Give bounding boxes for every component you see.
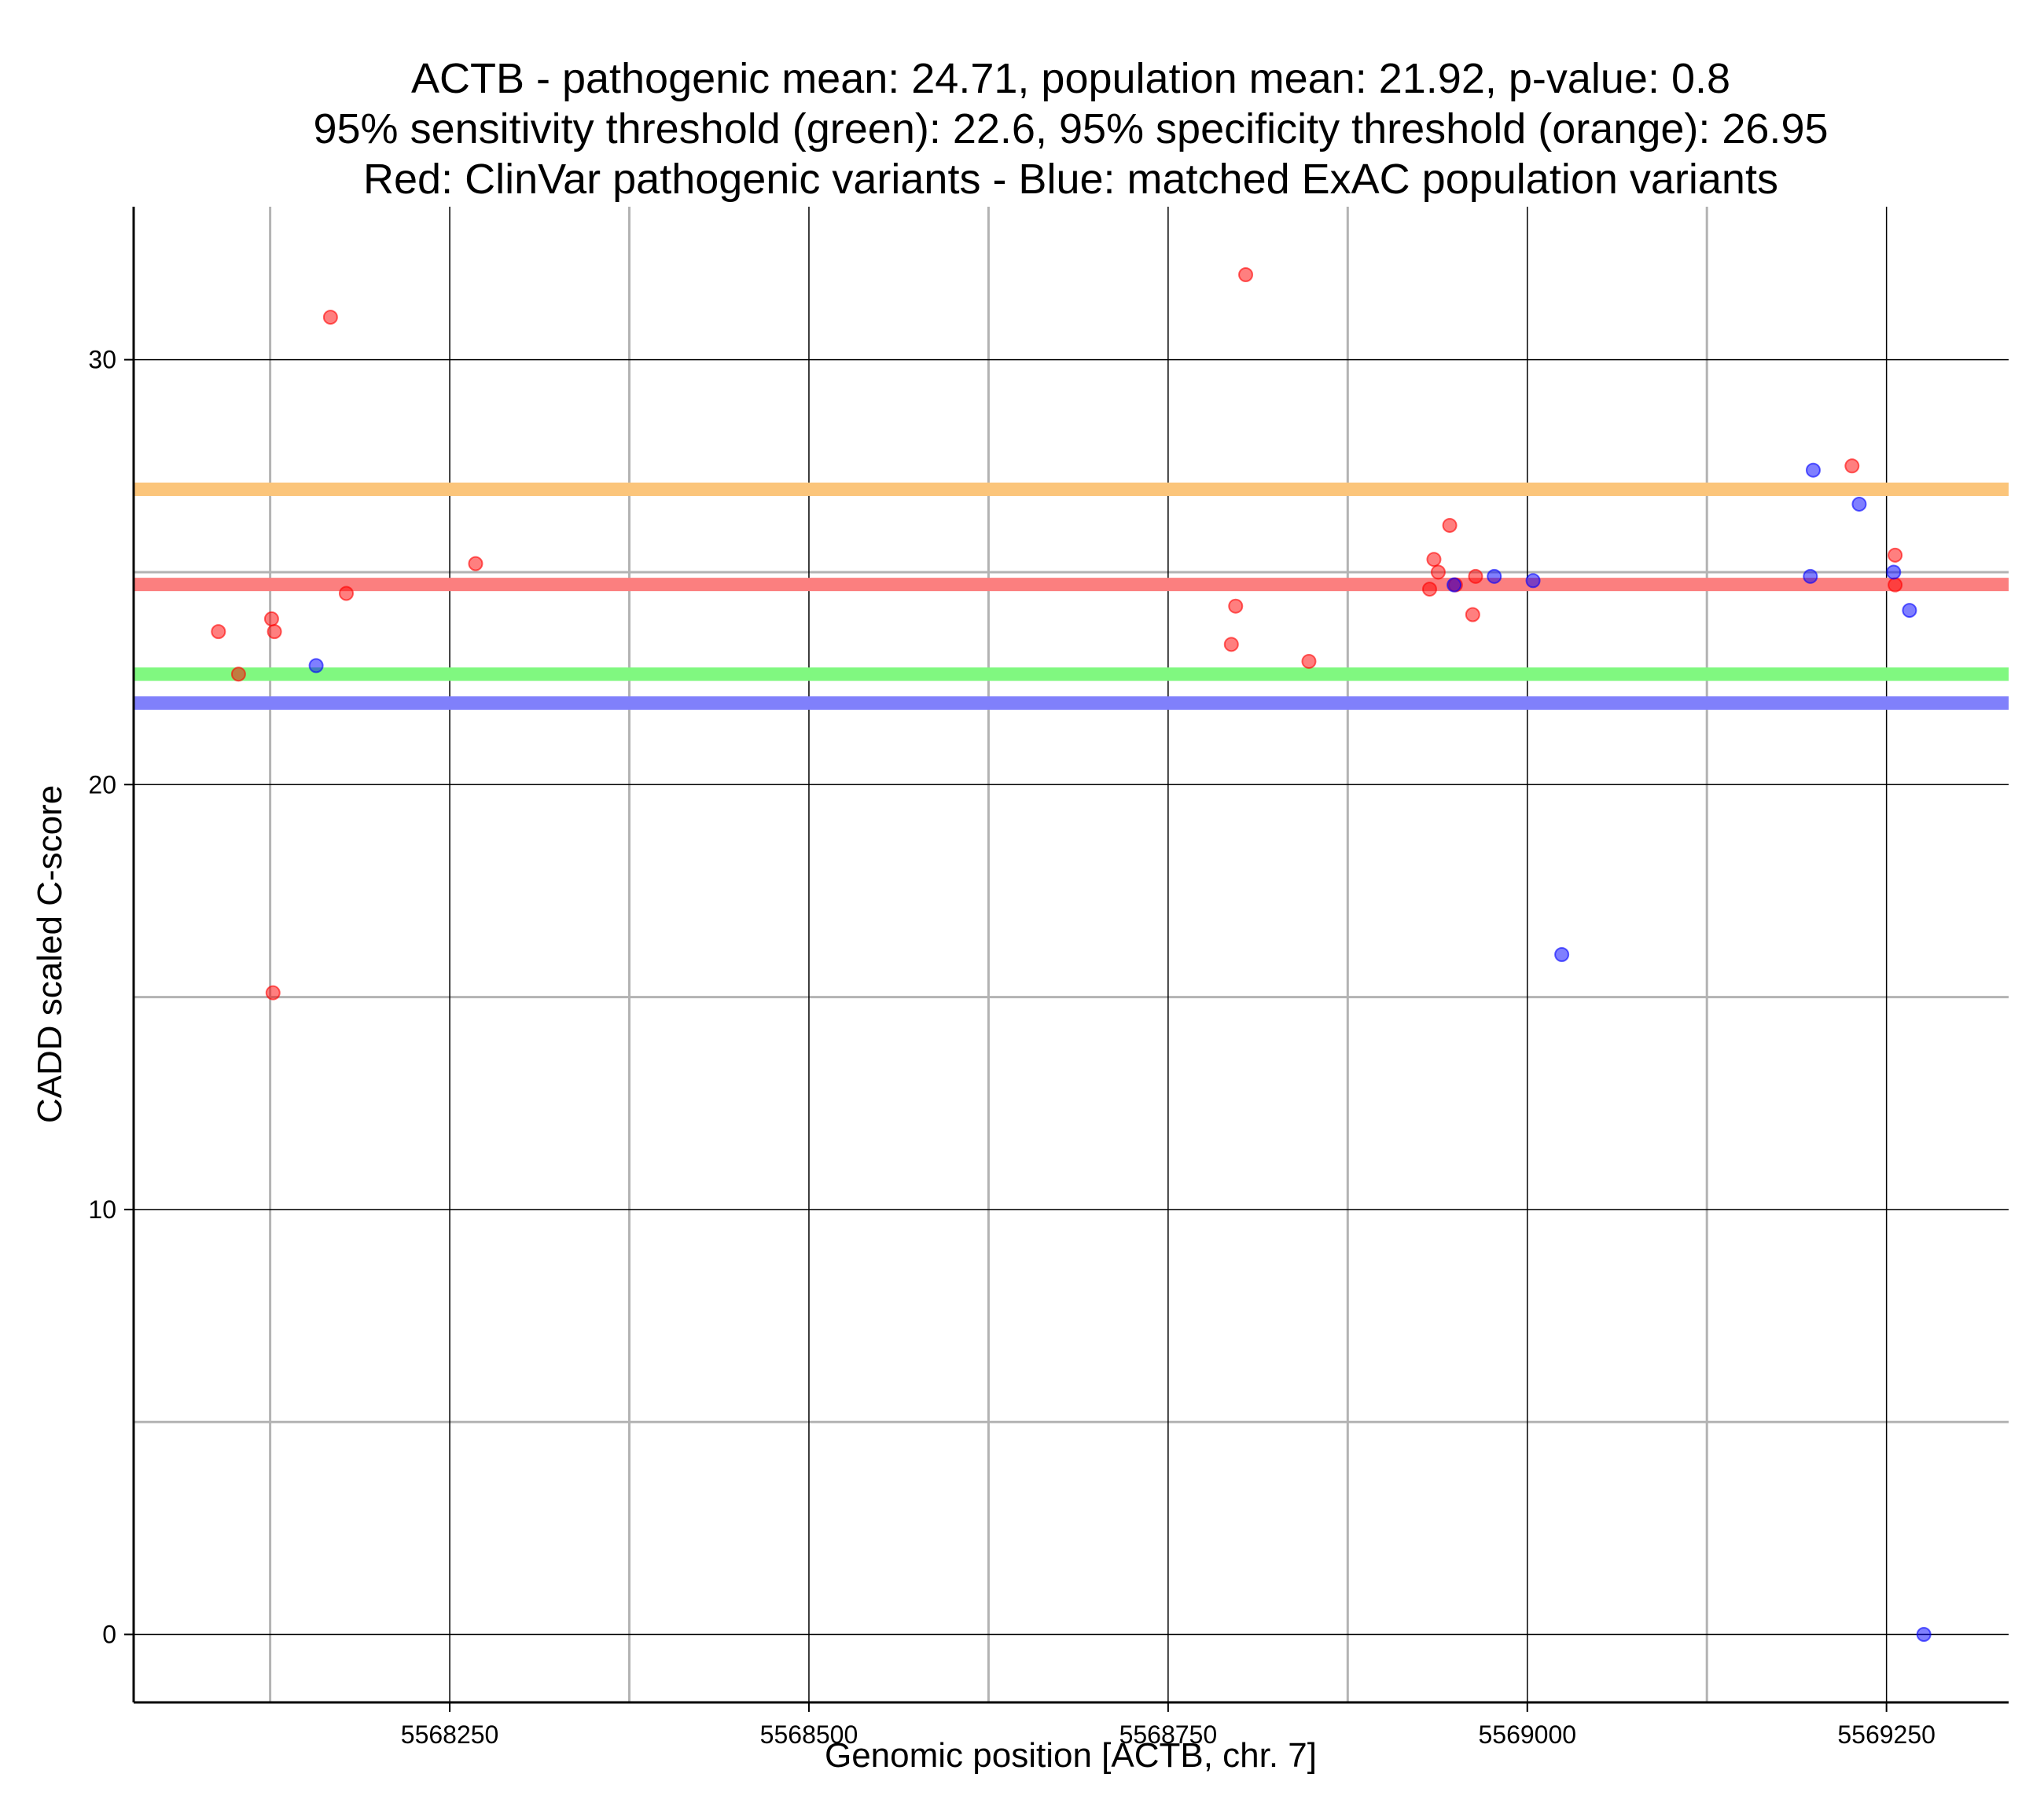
x-tick-label: 5568500 bbox=[760, 1720, 858, 1749]
data-point bbox=[338, 586, 354, 601]
data-point bbox=[265, 985, 281, 1001]
title-line-3: Red: ClinVar pathogenic variants - Blue:… bbox=[363, 156, 1778, 203]
data-point bbox=[1487, 568, 1502, 584]
data-point bbox=[1223, 637, 1239, 652]
data-point bbox=[1442, 517, 1458, 533]
data-point bbox=[1468, 568, 1483, 584]
data-point bbox=[1228, 598, 1244, 614]
data-point bbox=[322, 310, 338, 325]
data-point bbox=[263, 611, 279, 626]
reference-lines bbox=[134, 483, 2009, 710]
data-point bbox=[1430, 564, 1446, 580]
data-point bbox=[1844, 458, 1860, 474]
data-point bbox=[1805, 462, 1821, 478]
data-point bbox=[230, 666, 246, 682]
y-tick-label: 0 bbox=[102, 1621, 116, 1649]
x-tick-label: 5568750 bbox=[1119, 1720, 1218, 1749]
y-axis-ticks: 0 10 20 30 bbox=[88, 346, 134, 1649]
major-gridlines bbox=[134, 207, 2009, 1702]
data-point bbox=[1465, 607, 1480, 622]
x-axis-ticks: 5568250 5568500 5568750 5569000 5569250 bbox=[401, 1702, 1936, 1749]
data-point bbox=[1886, 564, 1902, 580]
x-tick-label: 5568250 bbox=[401, 1720, 499, 1749]
y-tick-label: 10 bbox=[88, 1195, 116, 1224]
data-point bbox=[1426, 552, 1442, 567]
data-point bbox=[1888, 577, 1903, 593]
data-point bbox=[468, 556, 483, 571]
data-point bbox=[1916, 1627, 1932, 1642]
data-point bbox=[1902, 603, 1917, 619]
data-point bbox=[308, 658, 324, 674]
data-point bbox=[1803, 568, 1818, 584]
data-points bbox=[211, 267, 1932, 1642]
x-tick-label: 5569000 bbox=[1478, 1720, 1576, 1749]
title-line-1: ACTB - pathogenic mean: 24.71, populatio… bbox=[411, 55, 1730, 102]
data-point bbox=[1525, 573, 1541, 589]
chart-title: ACTB - pathogenic mean: 24.71, populatio… bbox=[313, 55, 1828, 203]
data-point bbox=[1554, 947, 1570, 962]
data-point bbox=[1447, 577, 1462, 593]
title-line-2: 95% sensitivity threshold (green): 22.6,… bbox=[313, 105, 1828, 152]
x-axis-title: Genomic position [ACTB, chr. 7] bbox=[825, 1736, 1317, 1775]
y-tick-label: 30 bbox=[88, 346, 116, 374]
data-point bbox=[267, 624, 282, 640]
data-point bbox=[1888, 547, 1903, 563]
data-point bbox=[1301, 653, 1317, 669]
data-point bbox=[1238, 267, 1254, 282]
data-point bbox=[1851, 496, 1867, 512]
axes bbox=[132, 207, 2009, 1704]
data-point bbox=[211, 624, 226, 640]
data-point bbox=[1421, 582, 1437, 597]
x-tick-label: 5569250 bbox=[1837, 1720, 1936, 1749]
minor-gridlines bbox=[134, 207, 2009, 1702]
y-axis-title: CADD scaled C-score bbox=[31, 785, 69, 1123]
y-tick-label: 20 bbox=[88, 770, 116, 799]
